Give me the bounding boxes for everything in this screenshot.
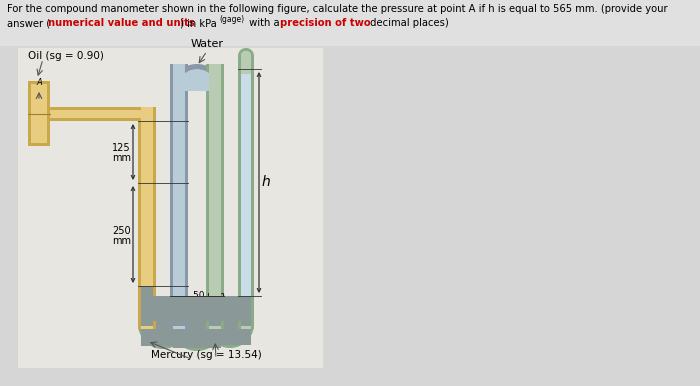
Bar xyxy=(138,107,156,324)
Bar xyxy=(173,296,185,326)
Text: 125: 125 xyxy=(113,143,131,153)
Text: mm: mm xyxy=(112,235,131,245)
Bar xyxy=(138,321,156,329)
Bar xyxy=(170,321,188,329)
Bar xyxy=(209,296,251,345)
Bar xyxy=(18,48,323,368)
Text: numerical value and units: numerical value and units xyxy=(48,18,195,28)
Polygon shape xyxy=(176,69,218,91)
Polygon shape xyxy=(138,324,188,349)
Bar xyxy=(31,84,47,143)
Text: answer (: answer ( xyxy=(7,18,50,28)
Text: Oil (sg = 0.90): Oil (sg = 0.90) xyxy=(28,51,104,61)
Bar xyxy=(170,64,188,91)
Text: with a: with a xyxy=(246,18,283,28)
Bar xyxy=(0,0,700,46)
Bar xyxy=(173,296,185,326)
Bar xyxy=(50,107,143,121)
Bar xyxy=(141,110,153,118)
Bar xyxy=(173,321,185,329)
Bar xyxy=(141,107,153,324)
Polygon shape xyxy=(170,64,224,91)
Bar xyxy=(173,321,185,329)
Polygon shape xyxy=(211,324,249,343)
Bar xyxy=(206,321,224,329)
Bar xyxy=(173,64,185,91)
Bar xyxy=(241,56,251,324)
Bar xyxy=(170,91,188,324)
Bar xyxy=(241,321,251,329)
Text: For the compound manometer shown in the following figure, calculate the pressure: For the compound manometer shown in the … xyxy=(7,4,668,14)
Bar xyxy=(206,321,224,329)
Bar xyxy=(209,296,221,326)
Bar xyxy=(170,321,188,329)
Bar xyxy=(209,64,221,91)
Polygon shape xyxy=(241,51,251,56)
Bar xyxy=(206,91,224,324)
Bar xyxy=(209,91,221,324)
Text: precision of two: precision of two xyxy=(280,18,370,28)
Text: 50 mm: 50 mm xyxy=(193,291,225,300)
Bar xyxy=(206,64,224,91)
Text: ) in kPa: ) in kPa xyxy=(180,18,217,28)
Bar xyxy=(138,107,156,121)
Bar xyxy=(173,91,185,324)
Bar xyxy=(141,296,185,346)
Bar xyxy=(209,321,221,329)
Text: h: h xyxy=(262,176,271,190)
Bar xyxy=(141,321,153,329)
Polygon shape xyxy=(176,324,218,345)
Polygon shape xyxy=(170,324,224,351)
Text: A: A xyxy=(36,78,42,87)
Text: Mercury (sg = 13.54): Mercury (sg = 13.54) xyxy=(150,350,261,360)
Bar xyxy=(238,321,254,329)
Text: (gage): (gage) xyxy=(219,15,244,24)
Polygon shape xyxy=(206,324,254,348)
Bar xyxy=(173,296,221,348)
Bar xyxy=(209,296,221,326)
Bar xyxy=(241,74,251,296)
Text: 250: 250 xyxy=(113,225,131,235)
Text: Water: Water xyxy=(190,39,223,49)
Bar xyxy=(238,56,254,324)
Text: decimal places): decimal places) xyxy=(367,18,449,28)
Polygon shape xyxy=(238,48,254,56)
Bar xyxy=(141,286,153,326)
Text: mm: mm xyxy=(112,153,131,163)
Bar xyxy=(209,321,221,329)
Bar xyxy=(241,296,251,326)
Bar xyxy=(50,110,143,118)
Polygon shape xyxy=(143,324,183,344)
Bar xyxy=(28,81,50,146)
